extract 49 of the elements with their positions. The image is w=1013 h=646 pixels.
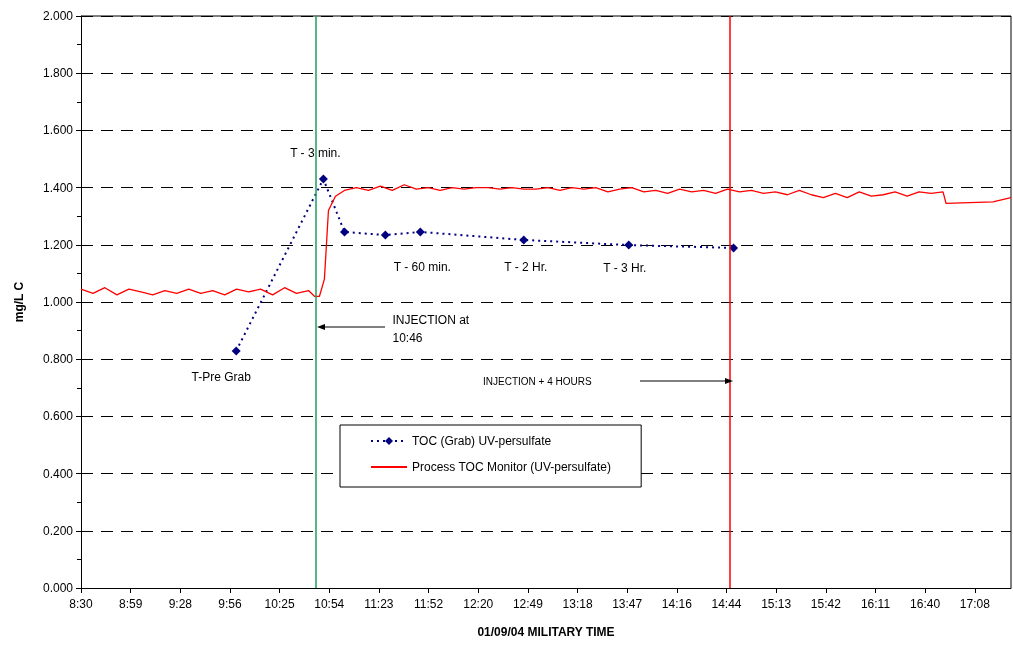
y-tick-label: 2.000 [42,9,74,23]
y-tick-label: 0.800 [42,352,74,367]
x-tick-label: 12:20 [463,597,494,611]
legend-label: TOC (Grab) UV-persulfate [412,434,552,448]
x-tick-label: 16:40 [910,597,941,611]
x-tick-label: 15:42 [810,597,842,611]
y-tick-label: 0.200 [42,523,74,538]
y-axis-title: mg/L C [12,281,26,323]
annotation: T-Pre Grab [191,369,252,384]
x-tick-label: 13:18 [562,597,593,611]
y-tick-label: 1.800 [42,66,74,81]
annotation: T - 3 min. [290,146,341,161]
y-tick-label: 0.000 [42,581,74,595]
legend-label: Process TOC Monitor (UV-persulfate) [412,460,611,474]
point [380,230,390,240]
point [519,235,529,245]
x-tick-label: 10:25 [264,597,295,611]
x-tick-label: 10:54 [314,597,345,611]
y-tick-label: 1.200 [42,237,74,252]
x-tick-label: 15:13 [761,597,792,611]
x-tick-label: 8:30 [69,597,93,611]
annotation: T - 60 min. [393,260,451,275]
x-tick-label: 9:56 [218,597,242,611]
point [624,240,634,250]
point [231,346,241,356]
y-tick-label: 0.400 [42,466,74,481]
x-tick-label: 12:49 [512,597,544,611]
point [415,227,425,237]
x-tick-label: 13:47 [612,597,643,611]
x-tick-label: 9:28 [168,597,193,611]
x-tick-label: 16:11 [860,597,891,611]
x-tick-label: 17:08 [959,597,991,611]
y-tick-label: 1.600 [42,123,74,138]
y-tick-label: 1.400 [42,180,74,195]
annotation: INJECTION at 10:46 [392,312,473,345]
x-tick-label: 14:16 [661,597,693,611]
x-tick-label: 11:23 [364,597,394,611]
point [318,174,328,184]
x-tick-label: 11:52 [414,597,444,611]
y-tick-label: 1.000 [42,295,74,309]
y-tick-label: 0.600 [42,409,74,424]
point [729,243,739,253]
annotation: INJECTION + 4 HOURS [483,375,592,387]
x-axis-title: 01/09/04 MILITARY TIME [477,625,615,639]
annotation: T - 3 Hr. [603,261,647,276]
point [339,227,349,237]
annotation: T - 2 Hr. [504,259,548,274]
x-tick-label: 14:44 [711,597,742,611]
x-tick-label: 8:59 [118,597,143,611]
